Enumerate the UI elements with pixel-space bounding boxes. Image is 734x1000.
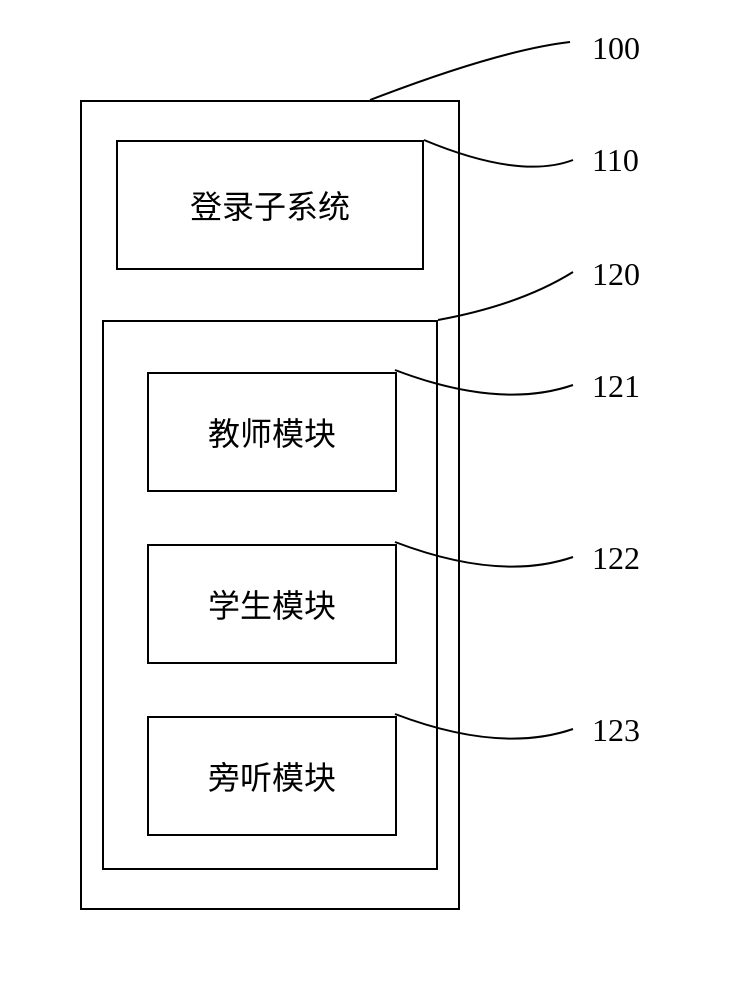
- leader-line-100: [370, 42, 570, 100]
- reference-label-120: 120: [592, 256, 640, 293]
- inner-container-box: 教师模块 学生模块 旁听模块: [102, 320, 438, 870]
- auditor-module-box: 旁听模块: [147, 716, 397, 836]
- reference-label-110: 110: [592, 142, 639, 179]
- teacher-module-box: 教师模块: [147, 372, 397, 492]
- reference-label-122: 122: [592, 540, 640, 577]
- student-module-box: 学生模块: [147, 544, 397, 664]
- diagram-container: 登录子系统 教师模块 学生模块 旁听模块: [80, 100, 460, 910]
- login-subsystem-label: 登录子系统: [190, 182, 350, 228]
- reference-label-100: 100: [592, 30, 640, 67]
- login-subsystem-box: 登录子系统: [116, 140, 424, 270]
- teacher-module-label: 教师模块: [208, 409, 336, 455]
- reference-label-121: 121: [592, 368, 640, 405]
- student-module-label: 学生模块: [208, 581, 336, 627]
- reference-label-123: 123: [592, 712, 640, 749]
- auditor-module-label: 旁听模块: [208, 753, 336, 799]
